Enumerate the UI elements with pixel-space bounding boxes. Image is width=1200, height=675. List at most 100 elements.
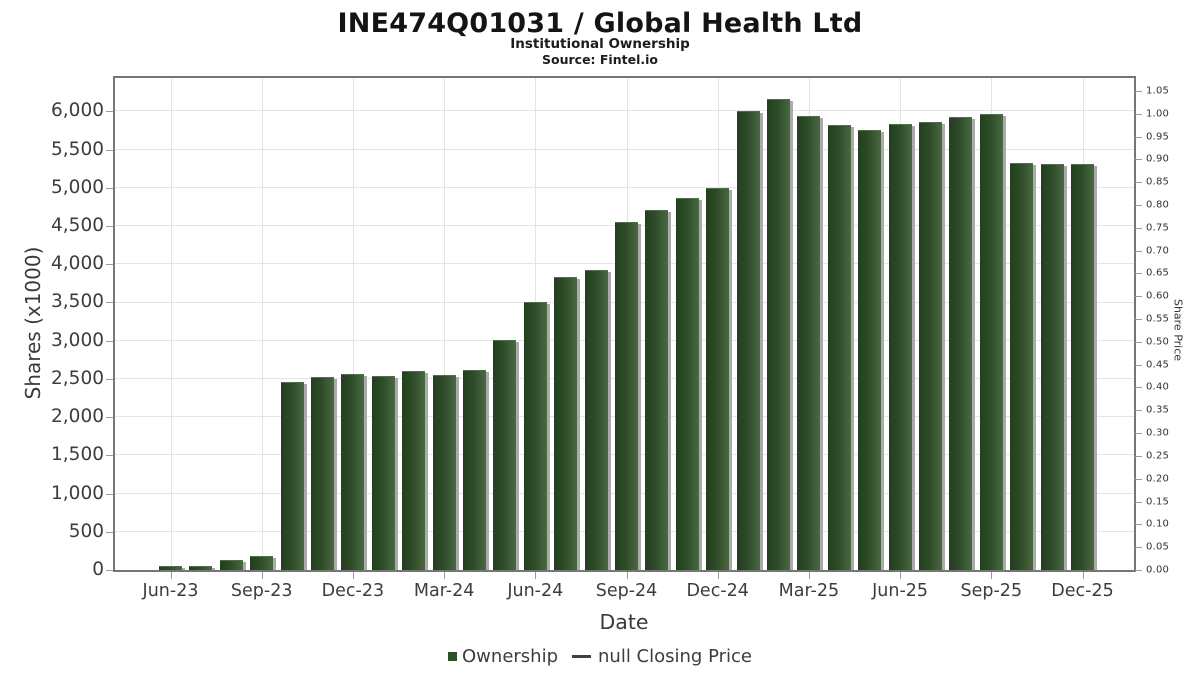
x-axis-tick-label: Dec-23 [321, 581, 385, 601]
right-axis-tickmark [1135, 341, 1142, 343]
right-axis-tickmark [1135, 319, 1142, 321]
y-axis-tick-label: 4,000 [51, 253, 104, 275]
bar [341, 374, 365, 570]
bar [797, 115, 821, 570]
bar [706, 187, 730, 570]
x-axis-tickmark [900, 572, 902, 579]
bar [645, 209, 669, 570]
right-axis-tick-label: 0.75 [1146, 222, 1170, 234]
bar [311, 377, 334, 570]
v-gridline [170, 78, 172, 570]
x-axis-tick-label: Jun-24 [507, 581, 564, 601]
y-axis-tick-label: 0 [92, 559, 104, 581]
x-axis-tickmark [261, 572, 263, 579]
x-axis-tick-label: Dec-24 [686, 581, 749, 601]
y-axis-tick-label: 6,000 [51, 100, 104, 122]
y-axis-tickmark [106, 226, 113, 228]
bar [159, 565, 182, 570]
x-axis-tickmark [535, 572, 537, 579]
right-axis-tickmark [1135, 250, 1142, 252]
right-axis-tick-label: 0.35 [1146, 404, 1170, 416]
bar [1040, 163, 1064, 570]
bar [250, 556, 274, 570]
bar [827, 124, 851, 570]
y-axis-tickmark [106, 570, 113, 571]
right-axis-tickmark [1135, 387, 1142, 389]
right-axis-tick-label: 0.65 [1146, 267, 1170, 279]
x-axis-tickmark [808, 572, 810, 579]
bar [1071, 163, 1094, 570]
right-axis-tickmark [1135, 364, 1142, 366]
y-axis-tickmark [106, 264, 113, 266]
y-axis-title-left: Shares (x1000) [21, 246, 45, 400]
right-axis-tickmark [1135, 296, 1142, 298]
bar [736, 111, 760, 570]
right-axis-tick-label: 1.05 [1146, 85, 1170, 97]
x-axis-tickmark [170, 572, 172, 579]
legend-label-ownership: Ownership [462, 646, 559, 667]
h-gridline [115, 186, 1134, 188]
y-axis-tick-label: 5,000 [51, 176, 104, 198]
y-axis-tickmark [106, 187, 113, 189]
y-axis-tickmark [106, 455, 113, 457]
y-axis-tickmark [106, 340, 113, 342]
right-axis-tick-label: 0.55 [1146, 313, 1170, 325]
chart-subtitle: Institutional Ownership [510, 36, 690, 52]
x-axis-tickmark [717, 572, 719, 579]
right-axis-tickmark [1135, 410, 1142, 412]
right-axis-tickmark [1135, 547, 1142, 549]
right-axis-tick-label: 0.40 [1146, 381, 1170, 393]
y-axis-tick-label: 500 [68, 520, 104, 542]
bar [463, 369, 486, 570]
x-axis-tickmark [1082, 572, 1084, 579]
y-axis-tickmark [106, 378, 113, 380]
y-axis-tick-label: 3,500 [51, 291, 104, 313]
x-axis-tickmark [626, 572, 628, 579]
ownership-series-marker-icon [448, 652, 458, 661]
right-axis-tick-label: 0.95 [1146, 131, 1170, 143]
right-axis-tickmark [1135, 113, 1142, 115]
bar [675, 198, 699, 570]
right-axis-tick-label: 0.10 [1146, 518, 1170, 530]
right-axis-tick-label: 0.25 [1146, 450, 1170, 462]
bar [979, 114, 1003, 570]
y-axis-tick-label: 5,500 [51, 138, 104, 160]
bar [767, 98, 790, 570]
h-gridline [115, 148, 1134, 150]
x-axis-tickmark [352, 572, 354, 579]
right-axis-tickmark [1135, 204, 1142, 206]
x-axis-tick-label: Mar-24 [413, 581, 475, 601]
v-gridline [444, 78, 446, 570]
closing-price-series-marker-icon [572, 655, 592, 658]
y-axis-title-right: Share Price [1171, 298, 1185, 362]
bar [371, 376, 395, 570]
x-axis-tick-label: Sep-23 [230, 581, 293, 601]
h-gridline [115, 110, 1134, 112]
y-axis-tick-label: 2,000 [51, 406, 104, 428]
y-axis-tickmark [106, 417, 113, 419]
x-axis-tick-label: Mar-25 [778, 581, 840, 601]
bar [402, 371, 426, 570]
x-axis-tickmark [444, 572, 446, 579]
right-axis-tick-label: 1.00 [1146, 108, 1170, 120]
right-axis-tickmark [1135, 182, 1142, 184]
x-axis-tick-label: Jun-25 [872, 581, 929, 601]
legend: Ownership null Closing Price [0, 646, 1200, 667]
v-gridline [352, 78, 354, 570]
right-axis-tickmark [1135, 501, 1142, 503]
bar [493, 339, 517, 570]
right-axis-tick-label: 0.60 [1146, 290, 1170, 302]
bar [584, 270, 608, 570]
right-axis-tick-label: 0.70 [1146, 245, 1170, 257]
y-axis-tick-label: 4,500 [51, 215, 104, 237]
y-axis-tickmark [106, 111, 113, 113]
right-axis-tickmark [1135, 433, 1142, 435]
x-axis-title: Date [599, 610, 649, 634]
x-axis-tick-label: Sep-25 [960, 581, 1023, 601]
y-axis-tick-label: 2,500 [51, 367, 104, 389]
right-axis-tick-label: 0.20 [1146, 473, 1170, 485]
right-axis-tick-label: 0.80 [1146, 199, 1170, 211]
y-axis-tickmark [106, 149, 113, 151]
right-axis-tick-label: 0.85 [1146, 176, 1170, 188]
right-axis-tickmark [1135, 455, 1142, 457]
